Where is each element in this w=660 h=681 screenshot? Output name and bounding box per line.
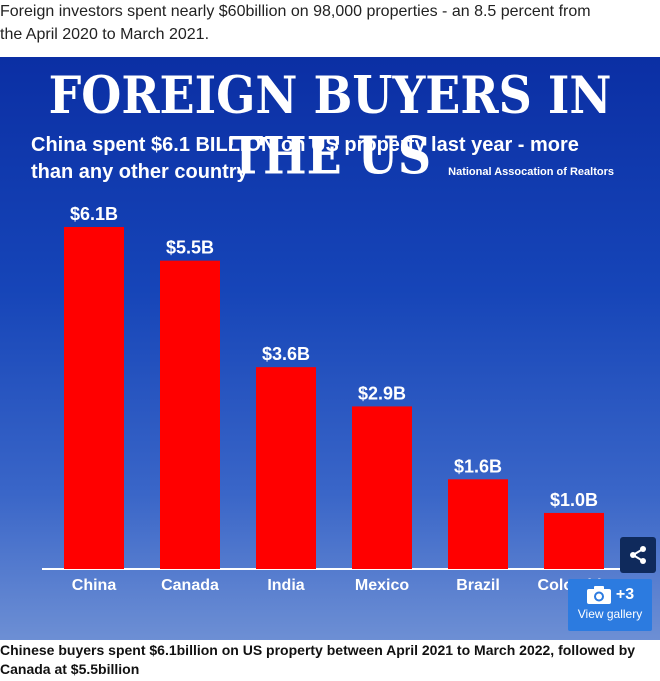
share-icon — [630, 546, 646, 564]
chart-source: National Assocation of Realtors — [448, 166, 614, 178]
data-label-india: $3.6B — [262, 344, 310, 364]
chart-headline: FOREIGN BUYERS IN THE US — [48, 65, 612, 186]
bar-india — [256, 367, 316, 569]
bar-canada — [160, 260, 220, 569]
category-label-india: India — [267, 577, 304, 594]
gallery-label: View gallery — [577, 607, 643, 621]
share-button[interactable] — [620, 537, 656, 573]
data-label-brazil: $1.6B — [454, 456, 502, 476]
data-label-canada: $5.5B — [166, 238, 214, 258]
category-label-mexico: Mexico — [355, 577, 409, 594]
data-label-colombia: $1.0B — [550, 490, 598, 510]
chart-subtitle: China spent $6.1 BILLION on US property … — [31, 134, 579, 183]
data-label-china: $6.1B — [70, 204, 118, 224]
camera-icon — [586, 586, 611, 604]
bar-colombia — [544, 512, 604, 569]
bar-brazil — [448, 479, 508, 569]
view-gallery-button[interactable]: +3 View gallery — [568, 579, 652, 631]
article-line-1: Foreign investors spent nearly $60billio… — [0, 3, 591, 20]
category-label-china: China — [72, 577, 117, 594]
data-label-mexico: $2.9B — [358, 383, 406, 403]
bar-mexico — [352, 406, 412, 569]
article-paragraph: Foreign investors spent nearly $60billio… — [0, 0, 660, 46]
category-label-brazil: Brazil — [456, 577, 500, 594]
bar-chart: $6.1B China $5.5B Canada $3.6B India $2.9B Mexi… — [42, 204, 625, 594]
category-label-canada: Canada — [161, 577, 219, 594]
image-caption: Chinese buyers spent $6.1billion on US p… — [0, 642, 636, 677]
gallery-count: +3 — [615, 586, 635, 603]
bar-china — [64, 227, 124, 569]
chart-figure[interactable]: FOREIGN BUYERS IN THE US China spent $6.… — [0, 57, 660, 640]
article-line-2: the April 2020 to March 2021. — [0, 26, 210, 43]
